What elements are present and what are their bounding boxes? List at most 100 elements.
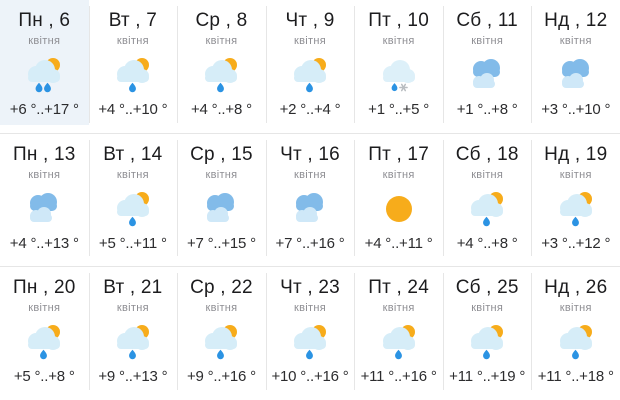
forecast-day-cell[interactable]: Вт , 21 квітня +9 °..+13 °: [88, 267, 178, 400]
month-label: квітня: [294, 168, 327, 181]
month-label: квітня: [116, 302, 149, 315]
forecast-day-cell[interactable]: Ср , 22 квітня +9 °..+16 °: [177, 267, 266, 400]
weather-rain-sun-icon: [0, 319, 89, 365]
month-label: квітня: [116, 35, 149, 47]
temperature-range: +3 °..+12 °: [541, 234, 611, 252]
forecast-day-cell[interactable]: Вт , 14 квітня +5 °..+11 °: [88, 134, 178, 267]
day-date-label: Чт , 9: [285, 10, 335, 31]
temperature-range: +4 °..+13 °: [9, 234, 79, 252]
weather-rain-sun-icon: [354, 319, 443, 365]
day-date-label: Чт , 16: [280, 143, 340, 165]
day-date-label: Вт , 14: [103, 143, 163, 165]
forecast-day-cell[interactable]: Ср , 15 квітня +7 °..+15 °: [177, 134, 266, 267]
temperature-range: +6 °..+17 °: [9, 101, 79, 118]
month-label: квітня: [116, 168, 149, 181]
day-date-label: Пт , 10: [368, 10, 429, 31]
forecast-day-cell[interactable]: Нд , 19 квітня +3 °..+12 °: [531, 134, 620, 267]
day-date-label: Пн , 13: [13, 143, 76, 165]
forecast-day-cell[interactable]: Сб , 25 квітня +11 °..+19 °: [442, 267, 532, 400]
forecast-day-cell[interactable]: Пн , 13 квітня +4 °..+13 °: [0, 134, 89, 267]
day-date-label: Пт , 17: [368, 143, 429, 165]
temperature-range: +7 °..+16 °: [275, 234, 345, 252]
week-row: Пн , 6 квітня +6 °..+17 ° Вт , 7 квітня +4 °.…: [0, 0, 620, 134]
forecast-day-cell[interactable]: Пт , 17 квітня +4 °..+11 °: [354, 134, 443, 267]
day-date-label: Сб , 25: [455, 277, 519, 299]
month-label: квітня: [294, 35, 327, 47]
temperature-range: +4 °..+10 °: [98, 101, 168, 118]
month-label: квітня: [382, 35, 415, 47]
temperature-range: +11 °..+19 °: [449, 368, 526, 386]
forecast-day-cell[interactable]: Вт , 7 квітня +4 °..+10 °: [88, 0, 178, 133]
forecast-day-cell[interactable]: Чт , 16 квітня +7 °..+16 °: [265, 134, 355, 267]
month-label: квітня: [294, 302, 327, 315]
temperature-range: +4 °..+11 °: [364, 234, 433, 252]
temperature-range: +9 °..+13 °: [98, 368, 168, 386]
weather-rain-sun-icon: [443, 186, 532, 232]
weather-rain-sun-icon: [531, 186, 620, 232]
weather-rain-sun-icon: [177, 52, 266, 98]
temperature-range: +2 °..+4 °: [279, 101, 341, 118]
weather-sunny-icon: [354, 186, 443, 232]
forecast-day-cell[interactable]: Сб , 11 квітня +1 °..+8 °: [442, 0, 532, 133]
temperature-range: +5 °..+8 °: [13, 368, 75, 386]
day-date-label: Сб , 11: [456, 10, 518, 31]
temperature-range: +9 °..+16 °: [186, 368, 256, 386]
weather-rain-sun-icon: [531, 319, 620, 365]
day-date-label: Пн , 20: [13, 277, 76, 299]
month-label: квітня: [559, 302, 592, 315]
week-row: Пн , 20 квітня +5 °..+8 ° Вт , 21 квітня +9 °…: [0, 267, 620, 400]
forecast-day-cell[interactable]: Нд , 26 квітня +11 °..+18 °: [531, 267, 620, 400]
day-date-label: Чт , 23: [280, 277, 340, 299]
forecast-day-cell[interactable]: Пт , 10 квітня +1 °..+5 °: [354, 0, 443, 133]
month-label: квітня: [471, 168, 504, 181]
month-label: квітня: [205, 302, 238, 315]
temperature-range: +4 °..+8 °: [191, 101, 252, 118]
week-row: Пн , 13 квітня +4 °..+13 ° Вт , 14 квітня +5 …: [0, 134, 620, 268]
temperature-range: +7 °..+15 °: [186, 234, 256, 252]
weather-cloudy-icon: [531, 52, 620, 98]
temperature-range: +11 °..+18 °: [537, 368, 614, 386]
forecast-day-cell[interactable]: Ср , 8 квітня +4 °..+8 °: [177, 0, 266, 133]
forecast-day-cell[interactable]: Пн , 20 квітня +5 °..+8 °: [0, 267, 89, 400]
weather-cloudy-icon: [266, 186, 355, 232]
temperature-range: +3 °..+10 °: [541, 101, 611, 118]
weather-rain-sun-icon: [177, 319, 266, 365]
month-label: квітня: [471, 302, 504, 315]
day-date-label: Нд , 19: [544, 143, 608, 165]
day-date-label: Вт , 21: [103, 277, 163, 299]
month-label: квітня: [28, 168, 61, 181]
weather-rain-sun-icon: [89, 186, 178, 232]
forecast-day-cell-today[interactable]: Пн , 6 квітня +6 °..+17 °: [0, 0, 89, 133]
weather-rain-sun-two-drops-icon: [0, 52, 89, 98]
weather-rain-sun-icon: [89, 319, 178, 365]
weather-cloudy-icon: [177, 186, 266, 232]
day-date-label: Ср , 22: [190, 277, 253, 299]
month-label: квітня: [205, 168, 238, 181]
day-date-label: Пт , 24: [368, 277, 429, 299]
weather-cloudy-icon: [0, 186, 89, 232]
month-label: квітня: [205, 35, 238, 47]
forecast-day-cell[interactable]: Сб , 18 квітня +4 °..+8 °: [442, 134, 532, 267]
month-label: квітня: [28, 302, 61, 315]
weather-cloudy-icon: [443, 52, 532, 98]
temperature-range: +1 °..+5 °: [368, 101, 430, 118]
forecast-day-cell[interactable]: Нд , 12 квітня +3 °..+10 °: [531, 0, 620, 133]
forecast-day-cell[interactable]: Пт , 24 квітня +11 °..+16 °: [354, 267, 443, 400]
temperature-range: +4 °..+8 °: [456, 234, 518, 252]
month-label: квітня: [471, 35, 504, 47]
day-date-label: Нд , 12: [544, 10, 608, 31]
temperature-range: +5 °..+11 °: [98, 234, 167, 252]
weather-rain-sun-icon: [266, 52, 355, 98]
forecast-day-cell[interactable]: Чт , 23 квітня +10 °..+16 °: [265, 267, 355, 400]
month-label: квітня: [382, 302, 415, 315]
month-label: квітня: [382, 168, 415, 181]
weather-rain-sun-icon: [89, 52, 178, 98]
weather-rain-sun-icon: [443, 319, 532, 365]
forecast-day-cell[interactable]: Чт , 9 квітня +2 °..+4 °: [265, 0, 355, 133]
day-date-label: Вт , 7: [108, 10, 158, 31]
day-date-label: Ср , 15: [190, 143, 253, 165]
weather-sleet-icon: [354, 52, 443, 98]
temperature-range: +1 °..+8 °: [456, 101, 518, 118]
day-date-label: Пн , 6: [18, 10, 71, 31]
